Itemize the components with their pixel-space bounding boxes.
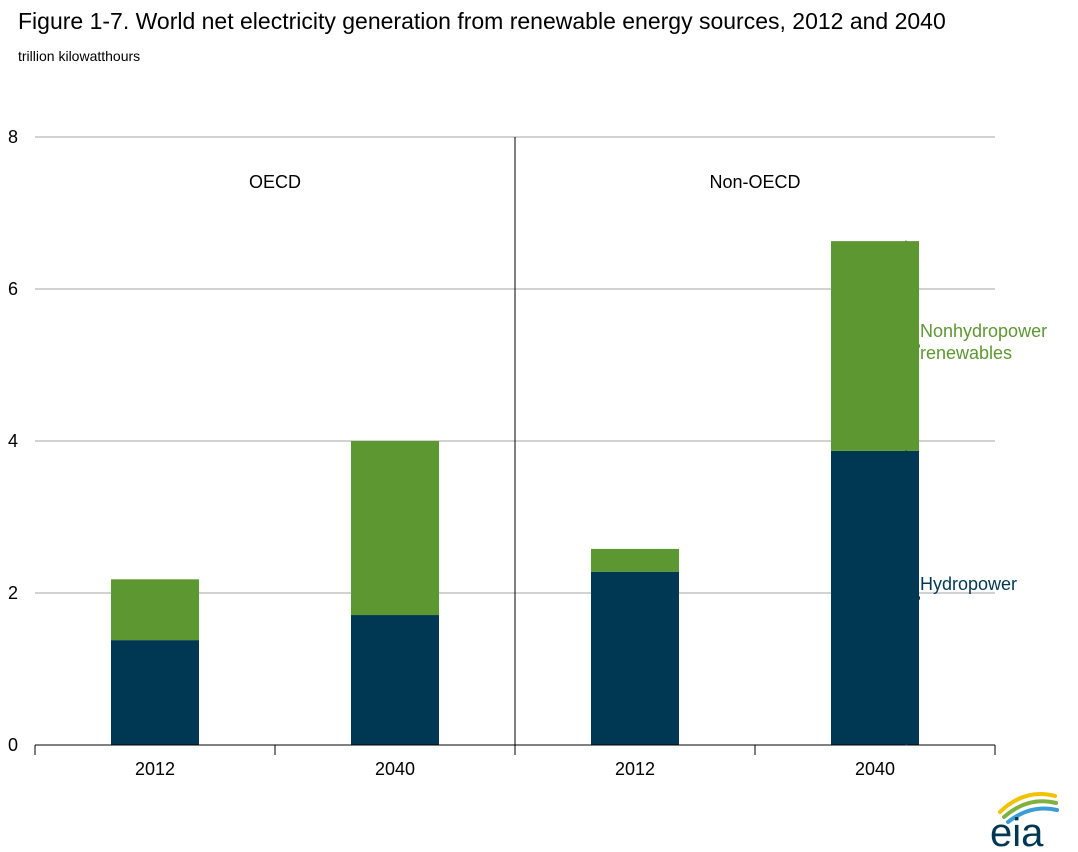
group-label: Non-OECD — [709, 172, 800, 192]
nonhydro-brace — [904, 240, 921, 452]
bars — [111, 241, 919, 745]
logo-text: eia — [990, 811, 1044, 852]
series-annotations: Nonhydropower renewables Hydropower — [904, 240, 1047, 746]
chart-title: Figure 1-7. World net electricity genera… — [18, 8, 946, 34]
hydro-brace — [904, 450, 921, 746]
hydro-label: Hydropower — [920, 574, 1017, 594]
bar-hydropower — [111, 640, 199, 745]
bar-nonhydropower — [111, 579, 199, 641]
x-tick-label: 2040 — [375, 759, 415, 779]
bar-hydropower — [591, 571, 679, 745]
bar-hydropower — [351, 615, 439, 745]
bar-nonhydropower — [831, 241, 919, 451]
y-tick-label: 4 — [8, 431, 18, 451]
chart-subtitle: trillion kilowatthours — [18, 48, 141, 64]
logo-arc-yellow — [998, 792, 1057, 814]
bar-nonhydropower — [351, 441, 439, 616]
y-tick-label: 6 — [8, 279, 18, 299]
x-tick-label: 2040 — [855, 759, 895, 779]
y-tick-label: 8 — [8, 127, 18, 147]
x-tick-label: 2012 — [615, 759, 655, 779]
bar-hydropower — [831, 450, 919, 745]
x-axis-tick-labels: 2012 2040 2012 2040 — [135, 759, 895, 779]
x-tick-label: 2012 — [135, 759, 175, 779]
logo-arc-green — [1002, 799, 1058, 819]
x-axis — [34, 137, 996, 755]
y-tick-label: 2 — [8, 583, 18, 603]
group-label: OECD — [249, 172, 301, 192]
nonhydro-label-line1: Nonhydropower — [920, 321, 1047, 341]
logo-arc-blue — [1006, 806, 1059, 824]
bar-nonhydropower — [591, 548, 679, 572]
eia-logo: eia — [990, 792, 1059, 852]
group-labels: OECD Non-OECD — [249, 172, 801, 192]
y-axis-ticks: 0 2 4 6 8 — [8, 127, 18, 755]
y-tick-label: 0 — [8, 735, 18, 755]
nonhydro-label-line2: renewables — [920, 343, 1012, 363]
